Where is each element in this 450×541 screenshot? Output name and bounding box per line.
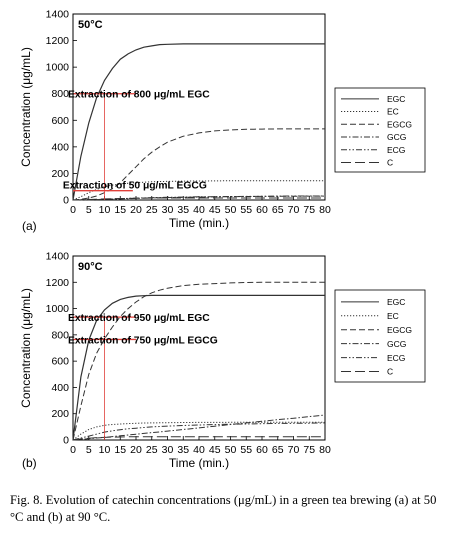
y-tick-label: 1200 — [46, 277, 70, 289]
x-tick-label: 30 — [162, 444, 174, 456]
x-tick-label: 30 — [162, 204, 174, 216]
x-tick-label: 65 — [272, 204, 284, 216]
legend-label: GCG — [387, 339, 406, 349]
figure-caption: Fig. 8. Evolution of catechin concentrat… — [10, 493, 437, 524]
x-tick-label: 35 — [177, 444, 189, 456]
x-tick-label: 65 — [272, 444, 284, 456]
temperature-label: 50°C — [78, 19, 103, 31]
x-axis-label: Time (min.) — [169, 216, 229, 230]
x-tick-label: 70 — [288, 204, 300, 216]
x-tick-label: 40 — [193, 444, 205, 456]
series-line-egc — [72, 294, 325, 441]
x-tick-label: 35 — [177, 204, 189, 216]
annotation-label: Extraction of 950 μg/mL EGC — [68, 313, 210, 324]
x-tick-label: 80 — [319, 444, 331, 456]
legend: EGC EC EGCG GCG ECG C — [334, 289, 426, 383]
x-tick-label: 10 — [99, 444, 111, 456]
series-line-egcg — [72, 128, 325, 201]
y-tick-label: 400 — [51, 141, 69, 153]
x-tick-label: 25 — [146, 444, 158, 456]
y-tick-label: 400 — [51, 382, 69, 394]
x-tick-label: 45 — [209, 444, 221, 456]
legend-label: EGCG — [387, 119, 412, 129]
legend-label: ECG — [387, 353, 405, 363]
legend-label: C — [387, 158, 393, 168]
plot-frame — [72, 255, 326, 441]
y-tick-label: 800 — [51, 88, 69, 100]
y-tick-label: 1200 — [46, 35, 70, 47]
legend-label: EC — [387, 107, 399, 117]
x-tick-label: 20 — [130, 444, 142, 456]
x-tick-label: 0 — [70, 444, 76, 456]
legend-label: EGCG — [387, 325, 412, 335]
series-line-ec — [72, 421, 325, 441]
x-axis-label: Time (min.) — [169, 456, 229, 470]
y-tick-label: 200 — [51, 168, 69, 180]
x-tick-label: 55 — [240, 444, 252, 456]
legend-label: ECG — [387, 145, 405, 155]
y-tick-label: 0 — [63, 435, 69, 447]
series-line-egc — [72, 43, 325, 201]
y-axis-label: Concentration (μg/mL) — [19, 288, 33, 408]
legend-box — [334, 87, 426, 173]
y-tick-label: 0 — [63, 195, 69, 207]
panel-label: (a) — [22, 219, 37, 233]
x-tick-label: 5 — [86, 444, 92, 456]
legend-box — [334, 289, 426, 383]
plot-frame — [72, 13, 326, 201]
annotation-label: Extraction of 750 μg/mL EGCG — [68, 335, 218, 346]
x-tick-label: 15 — [114, 204, 126, 216]
x-tick-label: 20 — [130, 204, 142, 216]
x-tick-label: 60 — [256, 204, 268, 216]
series-line-c — [72, 197, 325, 201]
y-tick-label: 200 — [51, 408, 69, 420]
y-tick-label: 800 — [51, 329, 69, 341]
x-tick-label: 0 — [70, 204, 76, 216]
x-tick-label: 15 — [114, 444, 126, 456]
x-tick-label: 50 — [225, 204, 237, 216]
legend-label: EC — [387, 311, 399, 321]
x-tick-label: 75 — [303, 204, 315, 216]
series-line-ecg — [72, 195, 325, 201]
legend-label: EGC — [387, 297, 405, 307]
legend-label: C — [387, 367, 393, 377]
panel-label: (b) — [22, 456, 37, 470]
x-tick-label: 50 — [225, 444, 237, 456]
temperature-label: 90°C — [78, 261, 103, 273]
x-tick-label: 75 — [303, 444, 315, 456]
annotation-label: Extraction of 800 μg/mL EGC — [68, 90, 210, 101]
y-tick-label: 1400 — [46, 251, 70, 263]
x-tick-label: 40 — [193, 204, 205, 216]
y-tick-label: 1400 — [46, 9, 70, 21]
series-line-egcg — [72, 281, 325, 441]
legend-label: GCG — [387, 132, 406, 142]
legend: EGC EC EGCG GCG ECG C — [334, 87, 426, 173]
y-axis-label: Concentration (μg/mL) — [19, 47, 33, 167]
y-tick-label: 600 — [51, 115, 69, 127]
y-tick-label: 600 — [51, 356, 69, 368]
x-tick-label: 80 — [319, 204, 331, 216]
y-tick-label: 1000 — [46, 62, 70, 74]
x-tick-label: 60 — [256, 444, 268, 456]
x-tick-label: 25 — [146, 204, 158, 216]
legend-label: EGC — [387, 94, 405, 104]
x-tick-label: 45 — [209, 204, 221, 216]
annotation-label: Extraction of 50 μg/mL EGCG — [63, 181, 207, 192]
series-line-ecg — [72, 422, 326, 441]
x-tick-label: 10 — [99, 204, 111, 216]
x-tick-label: 55 — [240, 204, 252, 216]
x-tick-label: 5 — [86, 204, 92, 216]
x-tick-label: 70 — [288, 444, 300, 456]
series-line-c — [72, 436, 325, 441]
y-tick-label: 1000 — [46, 303, 70, 315]
